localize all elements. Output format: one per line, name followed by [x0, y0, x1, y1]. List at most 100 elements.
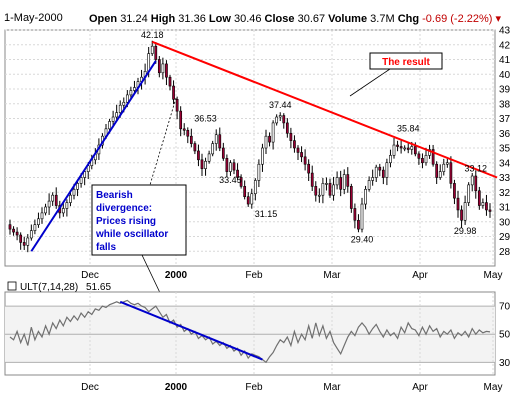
candle-body	[40, 212, 44, 220]
divergence-callout-line: divergence:	[96, 203, 152, 214]
candle-body	[371, 177, 375, 181]
candle-body	[246, 196, 250, 205]
candle-body	[12, 228, 15, 233]
candle-body	[453, 183, 456, 199]
candle-body	[406, 147, 410, 150]
candle-body	[428, 149, 431, 156]
candle-body	[76, 183, 79, 190]
candle-body	[261, 147, 264, 165]
candle-body	[435, 163, 439, 178]
candle-body	[154, 45, 158, 60]
candle-body	[150, 45, 154, 54]
candle-body	[378, 166, 382, 171]
price-y-tick-label: 30	[499, 217, 511, 228]
candle-body	[65, 202, 69, 209]
candle-body	[172, 85, 175, 100]
candle-body	[289, 132, 293, 141]
result-callout-pointer	[349, 68, 391, 97]
candle-body	[403, 147, 407, 150]
candle-body	[364, 189, 367, 205]
candle-body	[296, 147, 300, 153]
price-value-label: 35.84	[397, 124, 420, 134]
candle-body	[360, 203, 364, 230]
price-y-tick-label: 38	[499, 99, 511, 110]
candle-body	[22, 242, 26, 246]
candle-body	[186, 130, 190, 137]
candle-body	[278, 115, 282, 118]
close-value: 30.67	[297, 13, 326, 25]
candle-body	[328, 183, 332, 196]
candle-body	[122, 101, 126, 106]
candle-body	[264, 135, 268, 149]
candle-body	[129, 90, 133, 96]
divergence-callout-line: Bearish	[96, 190, 133, 201]
price-x-tick-label: May	[484, 270, 503, 281]
candle-body	[197, 150, 200, 161]
volume-value: 3.7M	[370, 13, 395, 25]
candle-body	[26, 237, 30, 246]
osc-y-tick-label: 70	[499, 302, 511, 313]
osc-series-line	[9, 299, 491, 364]
candle-body	[285, 122, 289, 134]
candle-body	[47, 200, 51, 208]
result-callout-label: The result	[382, 57, 430, 68]
candle-body	[339, 177, 343, 190]
candle-body	[211, 143, 215, 155]
candle-body	[200, 159, 204, 169]
candle-body	[54, 194, 58, 206]
divergence-callout-box	[91, 184, 187, 256]
candle-body	[474, 175, 478, 192]
price-y-tick-label: 36	[499, 129, 511, 140]
price-y-tick-label: 29	[499, 232, 511, 243]
candle-body	[257, 163, 261, 181]
candle-body	[157, 59, 161, 74]
open-label: Open	[89, 13, 118, 25]
candle-body	[175, 99, 179, 112]
candle-body	[232, 162, 236, 171]
price-y-tick-label: 28	[499, 247, 511, 258]
candle-body	[335, 177, 339, 186]
candle-body	[165, 63, 168, 78]
candle-body	[168, 76, 172, 87]
osc-title: ULT(7,14,28)	[20, 282, 78, 293]
osc-last-value: 51.65	[86, 282, 111, 293]
candle-body	[410, 146, 414, 150]
candle-body	[293, 140, 296, 149]
header-quote: Open 31.24 High 31.36 Low 30.46 Close 30…	[89, 12, 501, 25]
candle-body	[253, 180, 257, 195]
price-y-tick-label: 40	[499, 70, 511, 81]
close-label: Close	[264, 13, 295, 25]
candle-body	[413, 146, 417, 155]
osc-legend-swatch	[7, 281, 17, 291]
price-y-tick-label: 32	[499, 188, 511, 199]
price-value-label: 33.12	[465, 164, 488, 174]
candle-body	[115, 112, 119, 118]
candle-body	[449, 162, 453, 184]
candle-body	[268, 135, 271, 143]
candle-body	[477, 190, 481, 206]
price-value-label: 33.45	[219, 175, 242, 185]
candle-body	[353, 208, 357, 221]
candle-body	[481, 202, 485, 206]
candle-body	[182, 128, 186, 131]
candle-body	[381, 169, 385, 178]
candle-body	[207, 153, 211, 162]
candle-body	[271, 122, 275, 143]
candle-body	[349, 186, 353, 209]
high-value: 31.36	[178, 13, 206, 25]
candle-body	[243, 186, 247, 197]
candle-body	[33, 224, 37, 231]
candle-body	[456, 197, 460, 211]
header-date: 1-May-2000	[4, 12, 63, 24]
divergence-callout-line: while oscillator	[95, 229, 168, 240]
price-y-tick-label: 42	[499, 40, 511, 51]
candle-body	[399, 146, 403, 149]
price-x-tick-label: 2000	[165, 270, 188, 281]
candle-body	[133, 87, 136, 91]
candle-body	[79, 177, 83, 184]
price-value-label: 37.44	[269, 100, 292, 110]
candle-body	[374, 166, 378, 178]
osc-x-tick-label: May	[484, 382, 503, 393]
candle-body	[367, 180, 371, 190]
